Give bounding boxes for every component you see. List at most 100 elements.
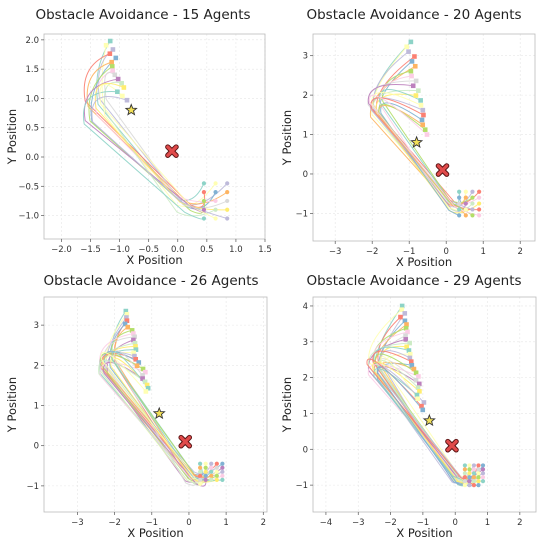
grid-lines — [44, 297, 267, 512]
agent-start-marker — [402, 318, 408, 324]
agent-start-marker — [414, 392, 420, 398]
agent-trajectory — [82, 91, 205, 220]
agent-goal-marker — [470, 195, 475, 200]
agent-start-marker — [132, 334, 137, 340]
x-tick-label: −0.5 — [138, 245, 159, 255]
agent-start-marker — [407, 340, 412, 346]
agent-goal-marker — [476, 475, 481, 480]
y-tick-label: −1 — [26, 482, 39, 492]
agent-goal-marker — [462, 471, 467, 476]
agent-start-marker — [124, 311, 130, 317]
agent-goal-marker — [198, 465, 203, 470]
agent-start-marker — [419, 117, 425, 123]
agent-goal-marker — [209, 461, 214, 466]
agent-goals — [457, 189, 482, 218]
agent-start-marker — [145, 385, 151, 391]
agent-start-marker — [109, 64, 115, 69]
y-tick-label: −1.0 — [18, 212, 39, 222]
agent-start-marker — [416, 381, 422, 387]
agent-goal-marker — [463, 213, 468, 218]
agent-start-marker — [422, 127, 428, 132]
agent-goal-marker — [220, 465, 225, 470]
agent-start-marker — [403, 325, 409, 331]
agent-start-marker — [420, 107, 426, 113]
agent-start-marker — [413, 370, 419, 376]
agent-start-marker — [399, 303, 405, 309]
y-tick-label: 0.5 — [25, 124, 39, 134]
agent-trajectory — [370, 97, 473, 210]
y-tick-label: 1.0 — [25, 94, 39, 104]
agent-trajectory — [100, 351, 204, 485]
agent-trajectory — [110, 357, 217, 483]
agent-goal-marker — [203, 469, 208, 474]
agent-trajectory — [91, 96, 228, 219]
agent-starts — [404, 39, 430, 137]
star-marker — [152, 406, 166, 420]
agent-start-marker — [404, 344, 409, 350]
agent-start-marker — [407, 355, 413, 361]
agent-start-marker — [131, 331, 136, 336]
x-axis-label: X Position — [396, 526, 452, 539]
agent-goal-marker — [471, 467, 477, 472]
agent-goal-marker — [457, 207, 462, 212]
agent-start-marker — [406, 348, 412, 353]
agent-trajectory — [103, 336, 218, 479]
agent-start-marker — [132, 340, 138, 346]
agent-start-marker — [140, 376, 145, 381]
agent-goal-marker — [198, 461, 203, 466]
star-marker — [422, 413, 436, 427]
agent-start-marker — [115, 89, 120, 95]
x-tick-label: −4 — [320, 518, 333, 528]
agent-start-marker — [412, 63, 418, 69]
x-tick-label: 0 — [186, 518, 191, 528]
x-axis-label: X Position — [126, 253, 182, 267]
agent-start-marker — [415, 396, 421, 402]
agent-start-marker — [122, 321, 128, 327]
agent-start-marker — [132, 353, 137, 359]
agent-goal-marker — [480, 463, 486, 468]
agent-goal-marker — [457, 195, 462, 200]
agent-goal-marker — [203, 465, 208, 470]
agent-start-marker — [120, 93, 125, 99]
agent-goal-marker — [457, 213, 462, 218]
agent-goal-marker — [198, 473, 203, 478]
agent-goal-marker — [462, 463, 467, 468]
agent-goal-marker — [477, 195, 482, 200]
agent-start-marker — [140, 373, 145, 378]
x-tick-label: −2 — [108, 518, 121, 528]
agent-start-marker — [107, 38, 113, 44]
x-tick-label: −1.5 — [80, 245, 101, 255]
agent-goal-marker — [471, 483, 477, 488]
agent-goal-marker — [457, 201, 462, 206]
agent-goal-marker — [467, 475, 472, 480]
agent-start-marker — [413, 93, 419, 98]
x-axis-label: X Position — [396, 255, 452, 269]
agent-trajectory — [378, 88, 462, 211]
agent-goal-marker — [462, 467, 467, 472]
agent-start-marker — [406, 49, 411, 54]
agent-trajectory — [375, 93, 480, 214]
agent-start-marker — [403, 337, 409, 342]
x-tick-label: −3 — [329, 247, 342, 257]
agent-goal-marker — [225, 216, 230, 221]
x-tick-label: −1 — [403, 247, 416, 257]
agent-trajectory — [106, 339, 223, 483]
agent-goal-marker — [203, 473, 208, 478]
axes-frame — [43, 296, 268, 513]
agent-start-marker — [416, 374, 421, 379]
y-tick-label: 3 — [34, 321, 39, 331]
agent-goal-marker — [201, 216, 207, 221]
agent-start-marker — [420, 122, 426, 128]
subplot-2: Obstacle Avoidance - 20 Agents −3 −2 −1 0 1 2 −… — [280, 7, 536, 269]
agent-goal-marker — [209, 465, 214, 470]
x-tick-label: 0.0 — [171, 245, 185, 255]
x-tick-label: −2 — [366, 247, 379, 257]
y-tick-label: −1 — [295, 209, 308, 219]
agent-start-marker — [399, 307, 404, 312]
agent-start-marker — [124, 97, 130, 103]
y-tick-label: 4 — [303, 302, 308, 312]
agent-goal-marker — [198, 477, 203, 482]
agent-goal-marker — [471, 479, 477, 484]
x-tick-label: −1 — [417, 518, 430, 528]
agent-trajectory — [97, 49, 228, 206]
